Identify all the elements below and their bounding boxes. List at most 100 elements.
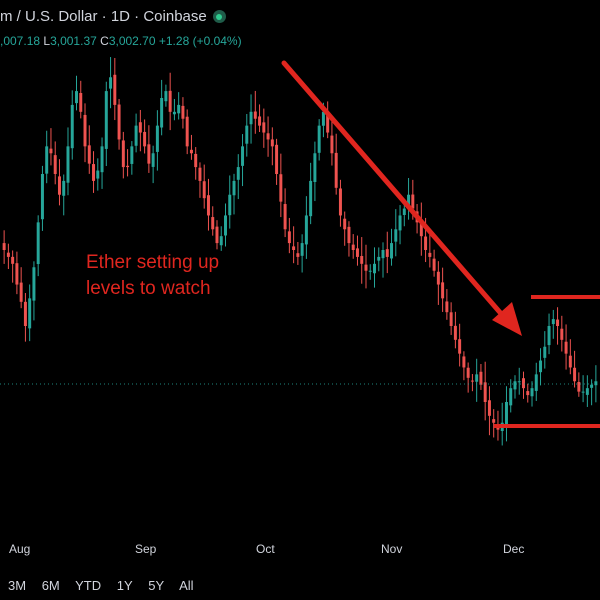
candle-body <box>194 154 197 167</box>
range-button-ytd[interactable]: YTD <box>75 578 101 593</box>
candle-body <box>565 342 568 354</box>
market-open-dot-icon <box>213 10 226 23</box>
candle-body <box>301 243 304 256</box>
candle-body <box>233 181 236 195</box>
candle-body <box>169 91 172 112</box>
candle-body <box>343 219 346 230</box>
candle-body <box>322 112 325 126</box>
candle-body <box>292 246 295 250</box>
candle-body <box>126 166 129 167</box>
candle-body <box>539 361 542 373</box>
candle-body <box>122 140 125 167</box>
candle-body <box>399 215 402 230</box>
candle-body <box>79 93 82 112</box>
candle-body <box>594 381 597 385</box>
candle-body <box>220 236 223 245</box>
candle-body <box>3 243 6 250</box>
candle-body <box>28 298 31 328</box>
candle-body <box>411 195 414 209</box>
candle-body <box>462 356 465 367</box>
candle-body <box>288 231 291 243</box>
candle-body <box>224 215 227 235</box>
candle-body <box>11 257 14 264</box>
candle-body <box>45 146 48 173</box>
candle-body <box>198 168 201 181</box>
candle-body <box>58 176 61 194</box>
ohlc-low-value: 3,001.37 <box>50 34 97 48</box>
candle-body <box>382 250 385 258</box>
annotation-text: Ether setting up levels to watch <box>86 250 219 302</box>
candle-body <box>488 400 491 416</box>
ohlc-change-value: +1.28 (+0.04%) <box>159 34 242 48</box>
candle-body <box>364 265 367 271</box>
candle-body <box>207 195 210 215</box>
candle-body <box>118 105 121 140</box>
candle-body <box>245 126 248 144</box>
range-button-3m[interactable]: 3M <box>8 578 26 593</box>
candle-body <box>582 392 585 393</box>
candle-body <box>569 356 572 368</box>
candle-body <box>271 139 274 146</box>
candle-body <box>479 372 482 385</box>
ohlc-close-label: C <box>100 34 109 48</box>
candle-body <box>130 146 133 164</box>
candle-body <box>101 146 104 172</box>
candle-body <box>62 181 65 196</box>
candle-body <box>394 229 397 241</box>
candle-body <box>203 181 206 198</box>
candle-body <box>275 145 278 174</box>
candle-body <box>360 256 363 264</box>
candle-body <box>445 301 448 312</box>
candle-body <box>458 339 461 353</box>
candle-body <box>424 237 427 250</box>
candle-body <box>24 302 27 326</box>
candle-body <box>164 91 167 101</box>
annotation-line-2: levels to watch <box>86 276 219 302</box>
x-tick-label: Dec <box>503 542 524 556</box>
candle-body <box>258 116 261 125</box>
candle-body <box>437 272 440 285</box>
x-tick-label: Oct <box>256 542 275 556</box>
annotation-line-1: Ether setting up <box>86 250 219 276</box>
candle-body <box>139 122 142 132</box>
candle-body <box>573 368 576 381</box>
ohlc-open-value: ,007.18 <box>0 34 40 48</box>
candle-body <box>173 112 176 114</box>
candle-body <box>509 388 512 405</box>
candle-body <box>450 312 453 326</box>
candle-body <box>228 195 231 215</box>
candle-body <box>548 326 551 345</box>
candle-body <box>560 329 563 340</box>
candle-body <box>37 222 40 264</box>
candle-body <box>160 98 163 128</box>
candle-body <box>531 388 534 396</box>
candle-body <box>441 282 444 298</box>
candle-body <box>54 155 57 174</box>
candle-body <box>211 217 214 229</box>
range-selector: 3M 6M YTD 1Y 5Y All <box>8 578 206 593</box>
candle-body <box>32 267 35 300</box>
candle-body <box>373 264 376 273</box>
symbol-title: m / U.S. Dollar · 1D · Coinbase <box>0 8 207 25</box>
candle-body <box>356 248 359 257</box>
x-tick-label: Nov <box>381 542 402 556</box>
candle-body <box>352 245 355 250</box>
candle-body <box>177 105 180 113</box>
chart-header: m / U.S. Dollar · 1D · Coinbase <box>0 8 226 25</box>
candle-body <box>156 126 159 152</box>
range-button-6m[interactable]: 6M <box>42 578 60 593</box>
candle-body <box>237 167 240 180</box>
candle-body <box>556 320 559 326</box>
candle-body <box>143 132 146 146</box>
range-button-all[interactable]: All <box>179 578 193 593</box>
candle-body <box>339 188 342 215</box>
candle-body <box>284 204 287 229</box>
candle-body <box>296 253 299 257</box>
candle-body <box>590 385 593 388</box>
candle-body <box>484 382 487 402</box>
candle-body <box>492 419 495 423</box>
candle-body <box>152 153 155 167</box>
candle-body <box>71 105 74 148</box>
range-button-1y[interactable]: 1Y <box>117 578 133 593</box>
range-button-5y[interactable]: 5Y <box>148 578 164 593</box>
